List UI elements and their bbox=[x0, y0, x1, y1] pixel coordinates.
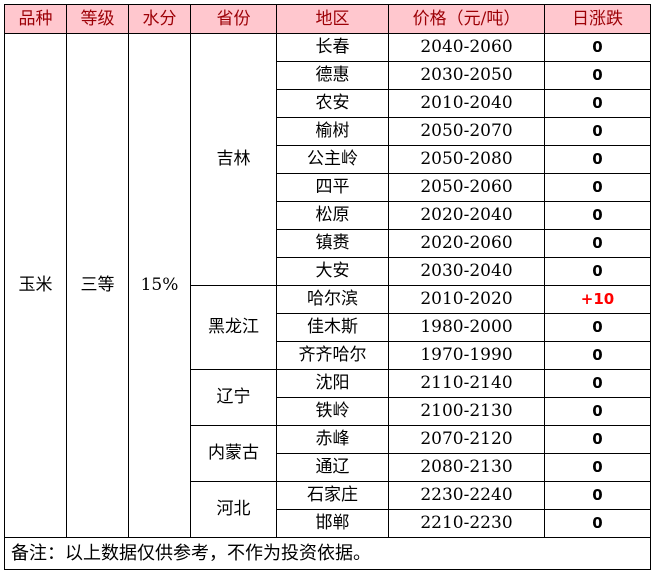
daily-change-cell: 0 bbox=[544, 341, 651, 370]
price-cell: 2030-2050 bbox=[388, 61, 545, 90]
price-cell: 2050-2070 bbox=[388, 117, 545, 146]
table-body: 玉米 三等 15% 吉林 长春 2040-2060 0 德惠 2030-2050 0 农安 2010-… bbox=[4, 33, 651, 538]
area-cell: 德惠 bbox=[276, 61, 389, 90]
price-cell: 2010-2040 bbox=[388, 89, 545, 118]
price-cell: 2070-2120 bbox=[388, 425, 545, 454]
table-row: 河北 石家庄 2230-2240 0 bbox=[5, 481, 651, 538]
daily-change-cell: 0 bbox=[544, 229, 651, 258]
price-cell: 1970-1990 bbox=[388, 341, 545, 370]
moisture-cell: 15% bbox=[128, 33, 191, 538]
variety-cell: 玉米 bbox=[4, 33, 67, 538]
table-row: 四平 2050-2060 0 bbox=[5, 173, 651, 202]
header-price: 价格（元/吨） bbox=[388, 4, 545, 34]
area-cell: 石家庄 bbox=[276, 481, 389, 510]
daily-change-cell: 0 bbox=[544, 509, 651, 538]
table-row: 内蒙古 赤峰 2070-2120 0 bbox=[5, 425, 651, 482]
table-row: 玉米 三等 15% 吉林 长春 2040-2060 0 bbox=[4, 33, 651, 538]
table-row: 齐齐哈尔 1970-1990 0 bbox=[5, 341, 651, 370]
daily-change-cell: 0 bbox=[544, 481, 651, 510]
price-cell: 2210-2230 bbox=[388, 509, 545, 538]
daily-change-cell: 0 bbox=[544, 33, 651, 62]
province-cell: 内蒙古 bbox=[190, 425, 277, 482]
header-moisture: 水分 bbox=[128, 4, 191, 34]
area-cell: 铁岭 bbox=[276, 397, 389, 426]
area-cell: 榆树 bbox=[276, 117, 389, 146]
note-row: 备注：以上数据仅供参考，不作为投资依据。 bbox=[4, 537, 651, 570]
area-cell: 沈阳 bbox=[276, 369, 389, 398]
area-cell: 齐齐哈尔 bbox=[276, 341, 389, 370]
area-cell: 镇赉 bbox=[276, 229, 389, 258]
area-cell: 哈尔滨 bbox=[276, 285, 389, 314]
province-cell: 辽宁 bbox=[190, 369, 277, 426]
area-cell: 赤峰 bbox=[276, 425, 389, 454]
price-cell: 2050-2060 bbox=[388, 173, 545, 202]
daily-change-cell: 0 bbox=[544, 145, 651, 174]
table-row: 黑龙江 哈尔滨 2010-2020 +10 bbox=[5, 285, 651, 370]
price-cell: 2020-2040 bbox=[388, 201, 545, 230]
area-cell: 四平 bbox=[276, 173, 389, 202]
daily-change-cell: 0 bbox=[544, 201, 651, 230]
area-cell: 通辽 bbox=[276, 453, 389, 482]
daily-change-cell: 0 bbox=[544, 117, 651, 146]
daily-change-cell: 0 bbox=[544, 453, 651, 482]
header-grade: 等级 bbox=[66, 4, 129, 34]
price-cell: 2230-2240 bbox=[388, 481, 545, 510]
header-province: 省份 bbox=[190, 4, 277, 34]
province-cell: 吉林 bbox=[190, 33, 277, 286]
price-cell: 2110-2140 bbox=[388, 369, 545, 398]
daily-change-cell: 0 bbox=[544, 313, 651, 342]
table-row: 德惠 2030-2050 0 bbox=[5, 61, 651, 90]
table-row: 通辽 2080-2130 0 bbox=[5, 453, 651, 482]
table-row: 铁岭 2100-2130 0 bbox=[5, 397, 651, 426]
table-row: 镇赉 2020-2060 0 bbox=[5, 229, 651, 258]
corn-price-table: 品种 等级 水分 省份 地区 价格（元/吨） 日涨跌 玉米 三等 15% 吉林 长春 20… bbox=[4, 4, 651, 570]
price-cell: 2080-2130 bbox=[388, 453, 545, 482]
grade-cell: 三等 bbox=[66, 33, 129, 538]
header-variety: 品种 bbox=[4, 4, 67, 34]
daily-change-cell: 0 bbox=[544, 89, 651, 118]
daily-change-cell: 0 bbox=[544, 397, 651, 426]
daily-change-cell: +10 bbox=[544, 285, 651, 314]
province-cell: 黑龙江 bbox=[190, 285, 277, 370]
price-cell: 2100-2130 bbox=[388, 397, 545, 426]
area-cell: 松原 bbox=[276, 201, 389, 230]
daily-change-cell: 0 bbox=[544, 61, 651, 90]
table-row: 佳木斯 1980-2000 0 bbox=[5, 313, 651, 342]
province-cell: 河北 bbox=[190, 481, 277, 538]
daily-change-cell: 0 bbox=[544, 369, 651, 398]
price-cell: 2050-2080 bbox=[388, 145, 545, 174]
table-row: 榆树 2050-2070 0 bbox=[5, 117, 651, 146]
table-row: 公主岭 2050-2080 0 bbox=[5, 145, 651, 174]
area-cell: 公主岭 bbox=[276, 145, 389, 174]
header-daily-change: 日涨跌 bbox=[544, 4, 651, 34]
header-area: 地区 bbox=[276, 4, 389, 34]
disclaimer-note: 备注：以上数据仅供参考，不作为投资依据。 bbox=[4, 537, 651, 570]
area-cell: 长春 bbox=[276, 33, 389, 62]
daily-change-cell: 0 bbox=[544, 425, 651, 454]
header-row: 品种 等级 水分 省份 地区 价格（元/吨） 日涨跌 bbox=[4, 4, 651, 34]
area-cell: 大安 bbox=[276, 257, 389, 286]
daily-change-cell: 0 bbox=[544, 257, 651, 286]
price-cell: 2030-2040 bbox=[388, 257, 545, 286]
area-cell: 佳木斯 bbox=[276, 313, 389, 342]
price-cell: 2010-2020 bbox=[388, 285, 545, 314]
price-cell: 2040-2060 bbox=[388, 33, 545, 62]
price-cell: 2020-2060 bbox=[388, 229, 545, 258]
area-cell: 农安 bbox=[276, 89, 389, 118]
price-cell: 1980-2000 bbox=[388, 313, 545, 342]
area-cell: 邯郸 bbox=[276, 509, 389, 538]
daily-change-cell: 0 bbox=[544, 173, 651, 202]
